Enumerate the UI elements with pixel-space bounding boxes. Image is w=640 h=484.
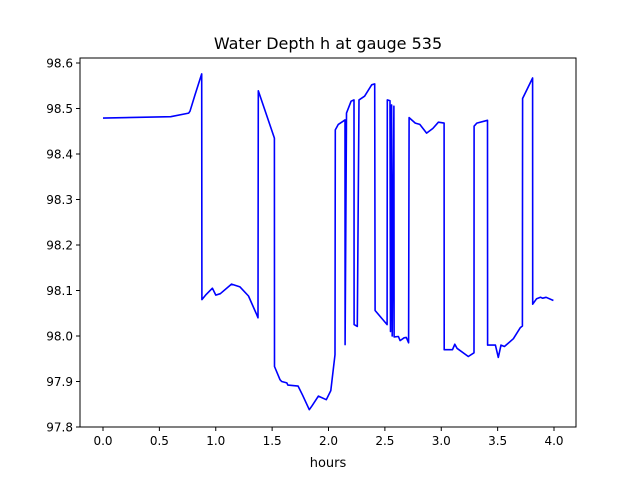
x-tick-label: 2.5: [375, 434, 394, 448]
x-tick-label: 0.0: [93, 434, 112, 448]
x-tick-label: 1.5: [263, 434, 282, 448]
x-tick-label: 3.0: [432, 434, 451, 448]
y-tick-label: 98.4: [46, 148, 73, 162]
y-tick-label: 98.6: [46, 57, 73, 71]
y-tick-label: 98.3: [46, 193, 73, 207]
y-tick-label: 98.2: [46, 239, 73, 253]
y-tick-label: 98.1: [46, 284, 73, 298]
x-tick-label: 4.0: [544, 434, 563, 448]
x-tick-label: 3.5: [488, 434, 507, 448]
y-tick-label: 98.5: [46, 102, 73, 116]
x-tick-label: 1.0: [206, 434, 225, 448]
series-line-h: [102, 73, 554, 411]
x-axis-label: hours: [310, 456, 347, 471]
chart-title: Water Depth h at gauge 535: [214, 34, 442, 53]
plot-frame: [79, 57, 577, 428]
x-tick-label: 0.5: [150, 434, 169, 448]
y-tick-label: 98.0: [46, 330, 73, 344]
x-tick-label: 2.0: [319, 434, 338, 448]
y-tick-label: 97.9: [46, 375, 73, 389]
y-tick-label: 97.8: [46, 421, 73, 435]
